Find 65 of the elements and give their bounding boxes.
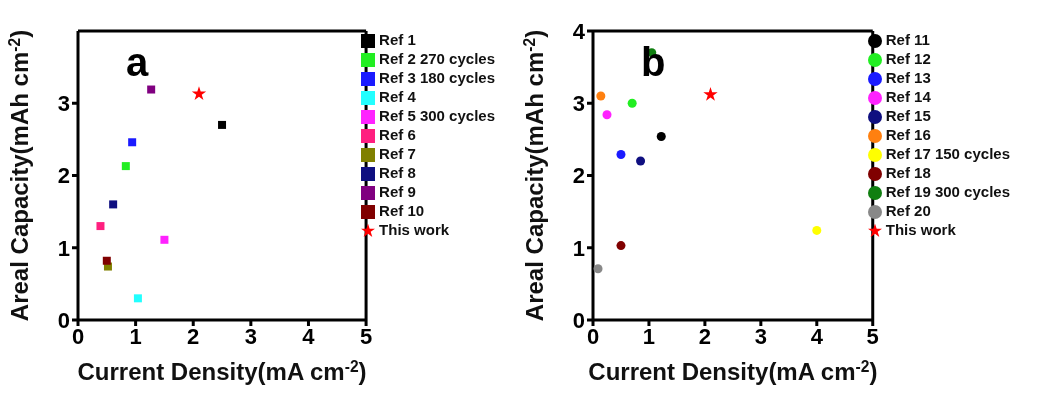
legend-label: Ref 2 270 cycles xyxy=(379,50,495,67)
legend-label: Ref 1 xyxy=(379,31,416,48)
point xyxy=(133,294,142,303)
point xyxy=(109,200,118,209)
legend-label: Ref 16 xyxy=(885,126,931,143)
point xyxy=(812,225,822,235)
x-axis-title: Current Density(mA cm$^{-2}$) xyxy=(77,357,367,385)
y-tick-label: 2 xyxy=(57,163,70,189)
point xyxy=(616,241,626,251)
legend-label: Ref 11 xyxy=(885,31,930,48)
point xyxy=(128,138,137,147)
legend-label: Ref 13 xyxy=(885,69,931,86)
point xyxy=(160,235,169,244)
y-tick-label: 1 xyxy=(572,235,585,261)
point xyxy=(102,256,111,265)
legend-label: Ref 7 xyxy=(379,145,416,162)
point xyxy=(121,162,130,171)
x-tick-label: 5 xyxy=(359,323,373,349)
legend-label: Ref 19 300 cycles xyxy=(885,183,1010,200)
y-tick-label: 0 xyxy=(57,307,70,333)
point xyxy=(593,264,603,274)
point xyxy=(147,85,156,94)
point xyxy=(602,110,612,120)
x-axis-title: Current Density(mA cm$^{-2}$) xyxy=(588,357,878,385)
x-tick-label: 1 xyxy=(129,323,142,349)
legend-label: Ref 8 xyxy=(379,164,416,181)
legend-label: Ref 9 xyxy=(379,183,416,200)
legend-label: Ref 12 xyxy=(885,50,931,67)
y-tick-label: 3 xyxy=(57,91,70,117)
x-tick-label: 3 xyxy=(754,323,767,349)
legend-label: Ref 6 xyxy=(379,126,416,143)
x-tick-label: 2 xyxy=(698,323,712,349)
legend-label: Ref 10 xyxy=(379,202,425,219)
point xyxy=(191,86,207,100)
point xyxy=(627,98,637,108)
annotation: b xyxy=(641,40,666,85)
x-tick-label: 4 xyxy=(810,323,824,349)
legend-label: Ref 14 xyxy=(885,88,931,105)
y-tick-label: 3 xyxy=(572,91,585,117)
legend-label: Ref 3 180 cycles xyxy=(379,69,495,86)
point xyxy=(656,131,666,141)
legend-label: This work xyxy=(885,221,956,238)
point xyxy=(703,87,718,101)
legend-label: Ref 15 xyxy=(885,107,931,124)
y-tick-label: 0 xyxy=(572,307,585,333)
y-tick-label: 1 xyxy=(57,235,70,261)
x-tick-label: 3 xyxy=(244,323,257,349)
y-tick-label: 2 xyxy=(572,163,585,189)
x-tick-label: 4 xyxy=(302,323,316,349)
x-tick-label: 1 xyxy=(642,323,656,349)
y-tick-label: 4 xyxy=(572,18,586,44)
legend-label: Ref 5 300 cycles xyxy=(379,107,495,124)
x-tick-label: 5 xyxy=(866,323,879,349)
legend-label: Ref 18 xyxy=(885,164,931,181)
legend-label: Ref 20 xyxy=(885,202,931,219)
legend-label: Ref 4 xyxy=(379,88,416,105)
legend-label: Ref 17 150 cycles xyxy=(885,145,1010,162)
annotation: a xyxy=(126,40,149,85)
point xyxy=(616,150,626,160)
point xyxy=(596,91,606,101)
point xyxy=(636,156,646,166)
point xyxy=(96,222,105,231)
legend-label: This work xyxy=(379,221,450,238)
point xyxy=(218,120,227,129)
x-tick-label: 2 xyxy=(187,323,200,349)
